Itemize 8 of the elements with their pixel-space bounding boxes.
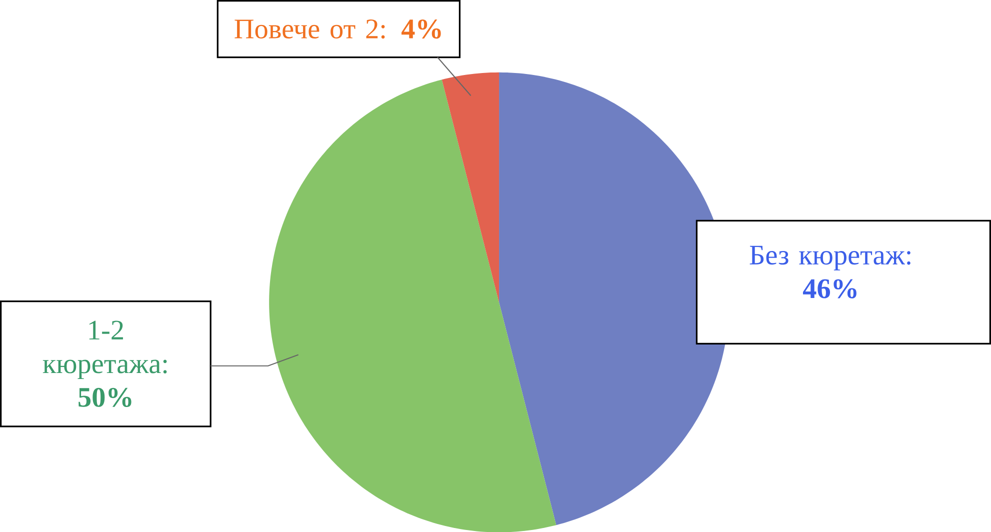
text: 46% — [802, 279, 856, 298]
text: : — [163, 360, 167, 374]
slice-label: Повече от 2 — [234, 19, 378, 38]
slice-label: 1-2 кюретажа — [42, 320, 161, 379]
slice-label: Без кюретаж — [750, 246, 905, 270]
text: 50% — [78, 388, 132, 407]
text: : — [907, 250, 910, 265]
data-label: : 4% — [381, 19, 441, 38]
